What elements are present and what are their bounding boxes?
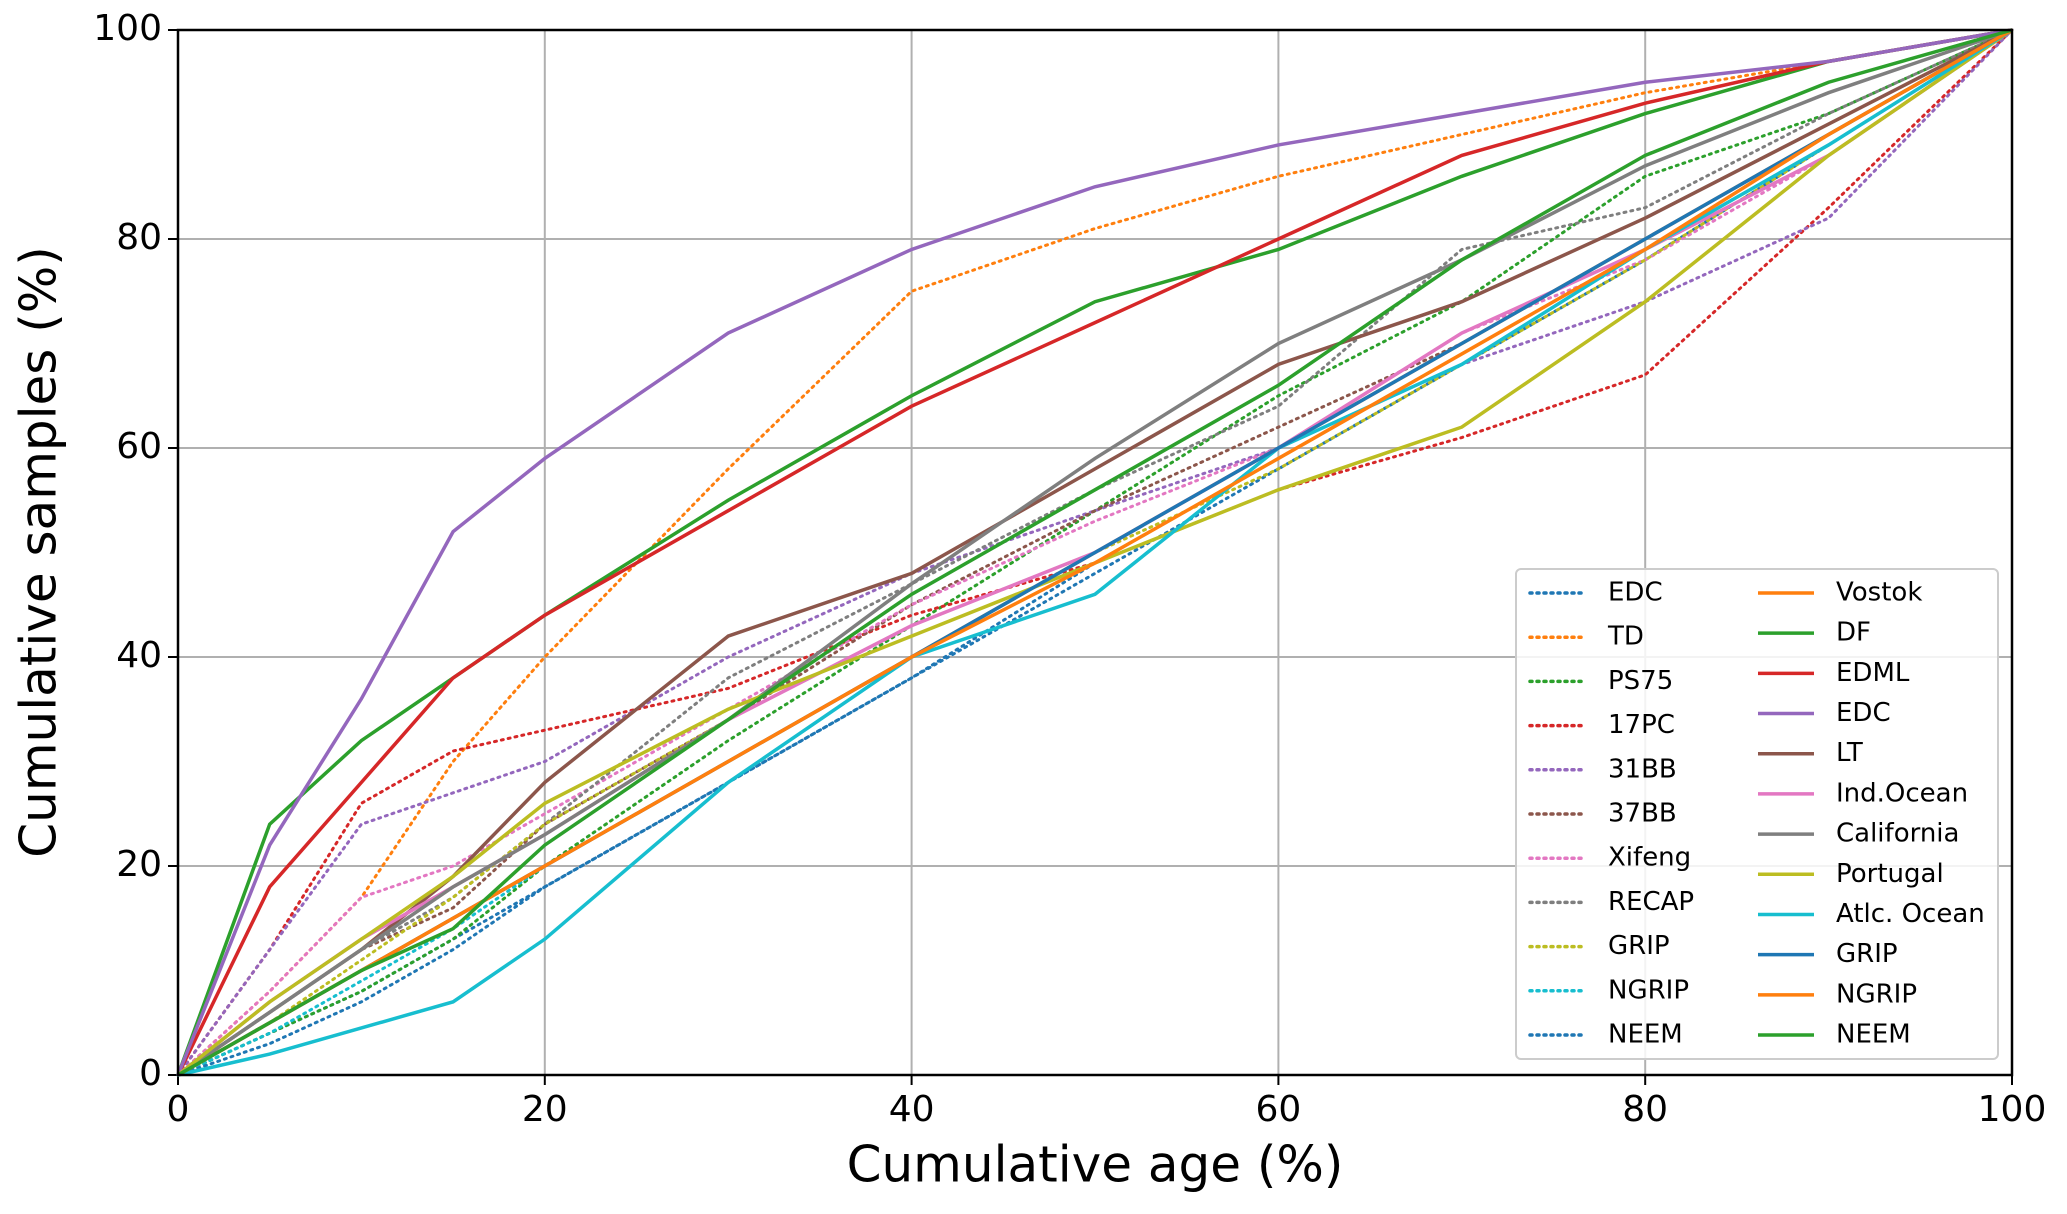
legend-label: EDML: [1836, 658, 1910, 688]
legend-box: [1515, 568, 1999, 1060]
series-line: [176, 28, 2014, 1077]
y-tick-label: 0: [139, 1053, 162, 1094]
legend-label: Ind.Ocean: [1836, 778, 1968, 808]
series-line: [176, 28, 2013, 1076]
x-tick-label: 40: [889, 1089, 935, 1130]
legend-label: Xifeng: [1608, 843, 1691, 873]
legend-label: TD: [1607, 622, 1644, 652]
y-axis-label: Cumulative samples (%): [10, 246, 68, 858]
series-line: [176, 28, 2014, 1077]
series-line: [177, 28, 2013, 1077]
legend-label: RECAP: [1608, 887, 1694, 917]
x-axis-label: Cumulative age (%): [847, 1136, 1344, 1194]
legend-label: California: [1836, 819, 1959, 849]
y-tick-label: 100: [93, 8, 162, 49]
legend-label: PS75: [1608, 666, 1673, 696]
series-line: [176, 28, 2013, 1076]
legend-label: GRIP: [1608, 931, 1670, 961]
legend-label: EDC: [1608, 578, 1663, 608]
x-tick-label: 20: [522, 1089, 568, 1130]
legend-label: Vostok: [1836, 578, 1922, 608]
x-tick-label: 60: [1255, 1089, 1301, 1130]
legend-label: 17PC: [1608, 710, 1675, 740]
plot-frame: [176, 28, 2014, 1077]
legend-label: NEEM: [1608, 1020, 1683, 1050]
legend-label: GRIP: [1836, 939, 1898, 969]
x-tick-label: 100: [1978, 1089, 2047, 1130]
series-line: [176, 28, 2013, 1076]
legend-label: NGRIP: [1836, 979, 1917, 1009]
x-tick-label: 0: [167, 1089, 190, 1130]
legend-label: 37BB: [1608, 799, 1677, 829]
legend-label: 31BB: [1608, 754, 1677, 784]
legend-label: DF: [1836, 618, 1871, 648]
y-tick-label: 60: [116, 426, 162, 467]
legend-label: EDC: [1836, 698, 1891, 728]
legend-label: Portugal: [1836, 859, 1944, 889]
x-tick-label: 80: [1622, 1089, 1668, 1130]
y-tick-label: 40: [116, 635, 162, 676]
series-line: [176, 28, 2013, 1077]
legend-label: NGRIP: [1608, 975, 1689, 1005]
series-line: [177, 28, 2013, 1077]
legend-label: LT: [1836, 738, 1863, 768]
legend-label: Atlc. Ocean: [1836, 899, 1985, 929]
y-tick-label: 80: [116, 217, 162, 258]
y-tick-label: 20: [116, 844, 162, 885]
legend-label: NEEM: [1836, 1020, 1911, 1050]
